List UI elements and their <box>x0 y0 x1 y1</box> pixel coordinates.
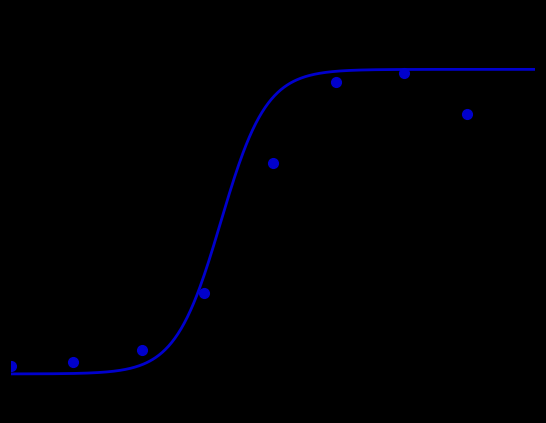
Point <box>69 358 78 365</box>
Point <box>269 159 277 166</box>
Point <box>200 289 209 296</box>
Point <box>400 70 408 77</box>
Point <box>462 111 471 118</box>
Point <box>331 78 340 85</box>
Point <box>138 346 146 353</box>
Point <box>7 363 15 369</box>
